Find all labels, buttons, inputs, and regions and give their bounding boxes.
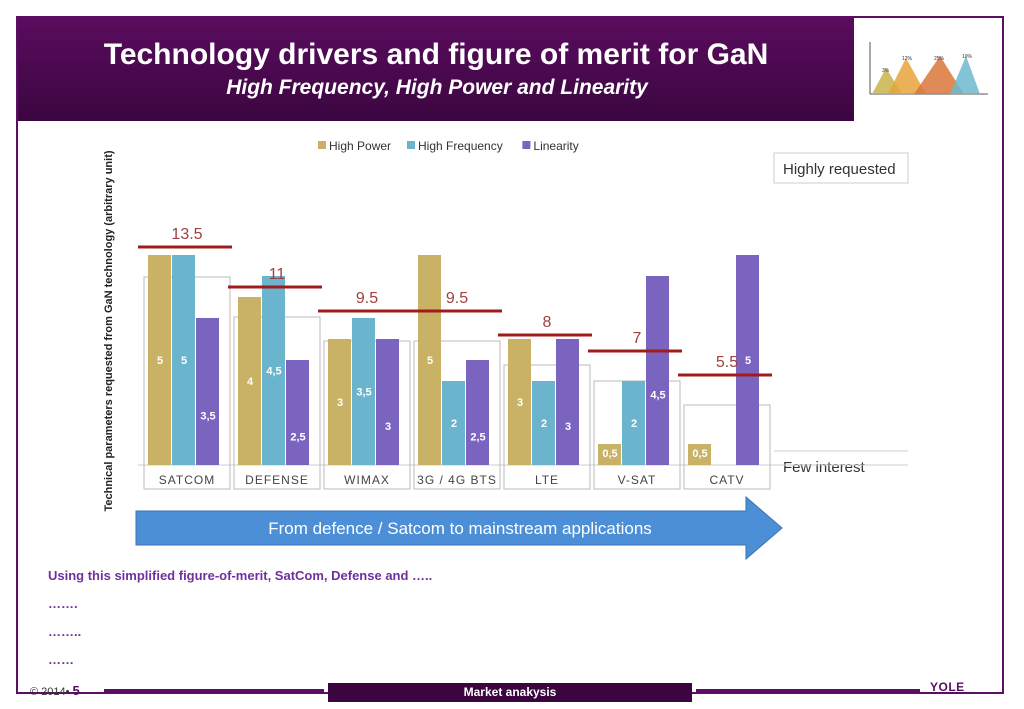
total-label-6: 5.5 xyxy=(716,354,738,371)
legend-label-2: Linearity xyxy=(533,139,578,153)
value-label-0-1: 5 xyxy=(181,355,187,367)
value-label-0-2: 3,5 xyxy=(200,411,215,423)
total-label-1: 11 xyxy=(269,266,286,283)
value-label-6-2: 5 xyxy=(745,355,751,367)
legend-label-1: High Frequency xyxy=(418,139,503,153)
bar-1-1 xyxy=(262,276,285,465)
bar-5-0 xyxy=(598,444,621,465)
bar-0-1 xyxy=(172,255,195,465)
direction-arrow-label: From defence / Satcom to mainstream appl… xyxy=(268,519,652,538)
category-label-1: DEFENSE xyxy=(245,473,309,487)
mini-label-1: 12% xyxy=(902,56,913,62)
value-label-4-1: 2 xyxy=(541,418,547,430)
value-label-3-0: 5 xyxy=(427,355,433,367)
body-text-line-0: Using this simplified figure-of-merit, S… xyxy=(48,568,433,583)
bar-0-2 xyxy=(196,318,219,465)
bar-3-2 xyxy=(466,360,489,465)
total-label-2: 9.5 xyxy=(356,290,378,307)
body-text-line-1: ……. xyxy=(48,596,78,611)
bar-5-2 xyxy=(646,276,669,465)
y-axis-label: Technical parameters requested from GaN … xyxy=(103,150,115,511)
bar-4-0 xyxy=(508,339,531,465)
value-label-2-0: 3 xyxy=(337,397,343,409)
slide-title: Technology drivers and figure of merit f… xyxy=(103,38,769,71)
bar-6-2 xyxy=(736,255,759,465)
total-label-4: 8 xyxy=(543,314,552,331)
bar-4-1 xyxy=(532,381,555,465)
legend-swatch-0 xyxy=(318,141,326,149)
mini-label-2: 25% xyxy=(934,56,945,62)
value-label-1-0: 4 xyxy=(247,376,254,388)
few-interest-label: Few interest xyxy=(783,459,866,476)
category-label-2: WIMAX xyxy=(344,473,390,487)
footer-copyright: © 2014• 5 xyxy=(30,683,80,698)
category-label-4: LTE xyxy=(535,473,559,487)
value-label-4-0: 3 xyxy=(517,397,523,409)
bar-6-0 xyxy=(688,444,711,465)
value-label-6-0: 0,5 xyxy=(692,448,707,460)
category-label-0: SATCOM xyxy=(159,473,215,487)
gan-figure-of-merit-chart: High Power High Frequency Linearity Technic… xyxy=(103,139,909,561)
title-bar: Technology drivers and figure of merit f… xyxy=(18,18,854,121)
total-label-5: 7 xyxy=(633,330,642,347)
direction-arrow xyxy=(135,495,783,561)
bar-4-2 xyxy=(556,339,579,465)
value-label-2-2: 3 xyxy=(385,421,391,433)
bar-2-1 xyxy=(352,318,375,465)
category-frame-6 xyxy=(683,404,771,490)
bar-2-0 xyxy=(328,339,351,465)
highly-requested-label: Highly requested xyxy=(783,161,896,178)
body-text-line-3: …… xyxy=(48,652,74,667)
mini-label-0: 3% xyxy=(882,68,890,74)
highly-requested-box xyxy=(773,152,909,184)
value-label-1-2: 2,5 xyxy=(290,432,305,444)
slide-subtitle: High Frequency, High Power and Linearity xyxy=(226,76,648,99)
bar-1-0 xyxy=(238,297,261,465)
legend-swatch-1 xyxy=(407,141,415,149)
page-number: 5 xyxy=(72,683,80,698)
value-label-0-0: 5 xyxy=(157,355,163,367)
category-frame-4 xyxy=(503,364,591,490)
footer-divider-right xyxy=(696,689,920,692)
value-label-4-2: 3 xyxy=(565,421,571,433)
footer-section-label: Market anakysis xyxy=(328,683,692,702)
bar-2-2 xyxy=(376,339,399,465)
bar-1-2 xyxy=(286,360,309,465)
value-label-5-2: 4,5 xyxy=(650,390,665,402)
legend-swatch-2 xyxy=(522,141,531,149)
value-label-5-1: 2 xyxy=(631,418,637,430)
category-label-6: CATV xyxy=(709,473,744,487)
mini-label-3: 10% xyxy=(962,54,973,60)
bar-3-0 xyxy=(418,255,441,465)
body-text-line-2: …….. xyxy=(48,624,82,639)
yole-logo: YOLE xyxy=(930,680,965,694)
value-label-3-1: 2 xyxy=(451,418,457,430)
category-frame-3 xyxy=(413,340,501,490)
value-label-1-1: 4,5 xyxy=(266,366,281,378)
footer-copyright-text: © 2014• xyxy=(30,686,70,698)
total-label-3: 9.5 xyxy=(446,290,468,307)
category-label-5: V-SAT xyxy=(618,473,657,487)
bar-3-1 xyxy=(442,381,465,465)
total-label-0: 13.5 xyxy=(171,226,202,243)
value-label-3-2: 2,5 xyxy=(470,432,485,444)
bar-5-1 xyxy=(622,381,645,465)
value-label-5-0: 0,5 xyxy=(602,448,617,460)
category-label-3: 3G / 4G BTS xyxy=(417,473,497,487)
value-label-2-1: 3,5 xyxy=(356,387,371,399)
legend-label-0: High Power xyxy=(329,139,391,153)
bar-0-0 xyxy=(148,255,171,465)
footer-divider-left xyxy=(104,689,324,692)
mini-chart-logo: 3% 12% 25% 10% xyxy=(869,42,988,95)
